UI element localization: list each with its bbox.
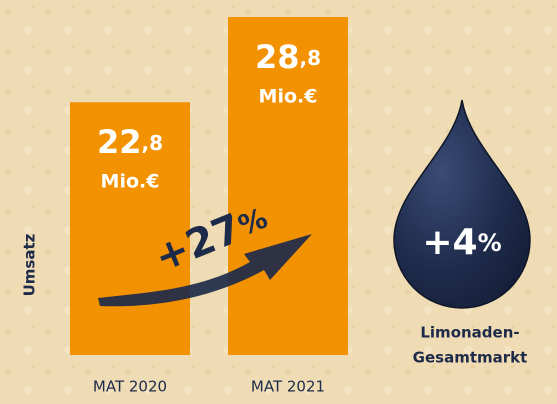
y-axis-label: Umsatz: [21, 233, 39, 296]
x-tick-label: MAT 2021: [251, 378, 325, 396]
x-tick-label: MAT 2020: [93, 378, 167, 396]
chart: Umsatz 22,8Mio.€MAT 202028,8Mio.€MAT 202…: [0, 0, 557, 404]
market-label: Gesamtmarkt: [413, 349, 528, 367]
unit-label: Mio.€: [101, 171, 160, 193]
unit-label: Mio.€: [259, 86, 318, 108]
market-value: +4%: [422, 222, 501, 263]
market-label: Limonaden-: [420, 324, 519, 342]
